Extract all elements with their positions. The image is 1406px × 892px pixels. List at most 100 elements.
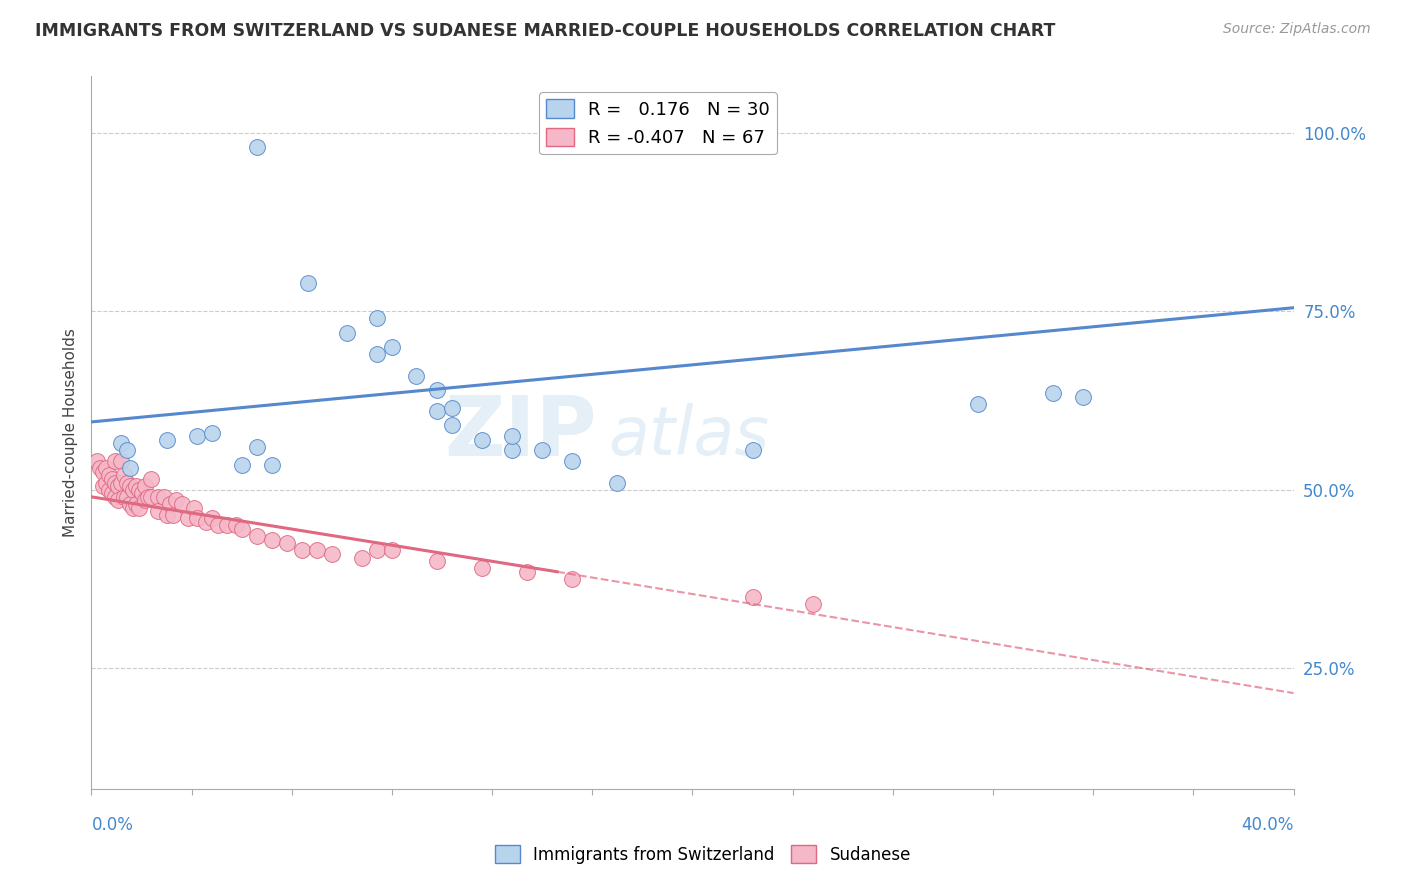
Point: [134, 479, 156, 493]
Point: [225, 518, 247, 533]
Point: [146, 504, 169, 518]
Point: [98, 468, 121, 483]
Point: [366, 347, 388, 361]
Point: [89, 461, 111, 475]
Point: [201, 511, 224, 525]
Point: [101, 472, 124, 486]
Point: [260, 533, 283, 547]
Point: [122, 483, 145, 497]
Point: [207, 518, 229, 533]
Text: IMMIGRANTS FROM SWITZERLAND VS SUDANESE MARRIED-COUPLE HOUSEHOLDS CORRELATION CH: IMMIGRANTS FROM SWITZERLAND VS SUDANESE …: [35, 22, 1056, 40]
Point: [122, 500, 145, 515]
Point: [215, 518, 238, 533]
Point: [186, 511, 208, 525]
Point: [186, 429, 208, 443]
Point: [561, 454, 583, 468]
Point: [104, 454, 127, 468]
Point: [104, 490, 127, 504]
Point: [159, 497, 181, 511]
Text: Source: ZipAtlas.com: Source: ZipAtlas.com: [1223, 22, 1371, 37]
Point: [110, 454, 132, 468]
Point: [350, 550, 373, 565]
Point: [531, 443, 554, 458]
Point: [501, 443, 523, 458]
Point: [194, 515, 217, 529]
Legend: R =   0.176   N = 30, R = -0.407   N = 67: R = 0.176 N = 30, R = -0.407 N = 67: [538, 92, 778, 154]
Point: [440, 418, 463, 433]
Point: [107, 479, 129, 493]
Point: [107, 493, 129, 508]
Point: [138, 490, 160, 504]
Y-axis label: Married-couple Households: Married-couple Households: [63, 328, 79, 537]
Point: [426, 554, 449, 568]
Point: [276, 536, 298, 550]
Point: [110, 475, 132, 490]
Point: [141, 472, 163, 486]
Point: [96, 461, 118, 475]
Point: [128, 500, 150, 515]
Point: [104, 475, 127, 490]
Point: [741, 590, 763, 604]
Point: [162, 508, 184, 522]
Point: [183, 500, 205, 515]
Point: [1071, 390, 1094, 404]
Point: [155, 433, 177, 447]
Point: [146, 490, 169, 504]
Point: [426, 404, 449, 418]
Text: 0.0%: 0.0%: [91, 816, 134, 834]
Point: [128, 483, 150, 497]
Point: [440, 401, 463, 415]
Point: [405, 368, 427, 383]
Point: [516, 565, 538, 579]
Point: [305, 543, 328, 558]
Point: [366, 543, 388, 558]
Point: [131, 486, 153, 500]
Point: [260, 458, 283, 472]
Point: [141, 490, 163, 504]
Point: [125, 497, 148, 511]
Point: [606, 475, 628, 490]
Text: atlas: atlas: [609, 403, 769, 469]
Point: [117, 443, 139, 458]
Point: [501, 429, 523, 443]
Point: [165, 493, 187, 508]
Point: [561, 572, 583, 586]
Point: [801, 597, 824, 611]
Point: [471, 561, 494, 575]
Point: [93, 479, 115, 493]
Point: [93, 465, 115, 479]
Point: [96, 475, 118, 490]
Point: [134, 493, 156, 508]
Point: [117, 475, 139, 490]
Point: [366, 311, 388, 326]
Point: [246, 529, 269, 543]
Point: [86, 454, 108, 468]
Point: [201, 425, 224, 440]
Point: [155, 508, 177, 522]
Point: [291, 543, 314, 558]
Point: [120, 479, 142, 493]
Point: [967, 397, 990, 411]
Point: [381, 340, 404, 354]
Point: [114, 490, 136, 504]
Point: [1042, 386, 1064, 401]
Point: [381, 543, 404, 558]
Point: [98, 483, 121, 497]
Point: [231, 458, 253, 472]
Point: [120, 461, 142, 475]
Point: [125, 479, 148, 493]
Point: [110, 436, 132, 450]
Point: [170, 497, 193, 511]
Point: [231, 522, 253, 536]
Point: [117, 490, 139, 504]
Point: [336, 326, 359, 340]
Point: [471, 433, 494, 447]
Point: [246, 440, 269, 454]
Point: [176, 511, 198, 525]
Point: [297, 276, 319, 290]
Point: [426, 383, 449, 397]
Legend: Immigrants from Switzerland, Sudanese: Immigrants from Switzerland, Sudanese: [488, 838, 918, 871]
Point: [321, 547, 343, 561]
Point: [741, 443, 763, 458]
Point: [114, 468, 136, 483]
